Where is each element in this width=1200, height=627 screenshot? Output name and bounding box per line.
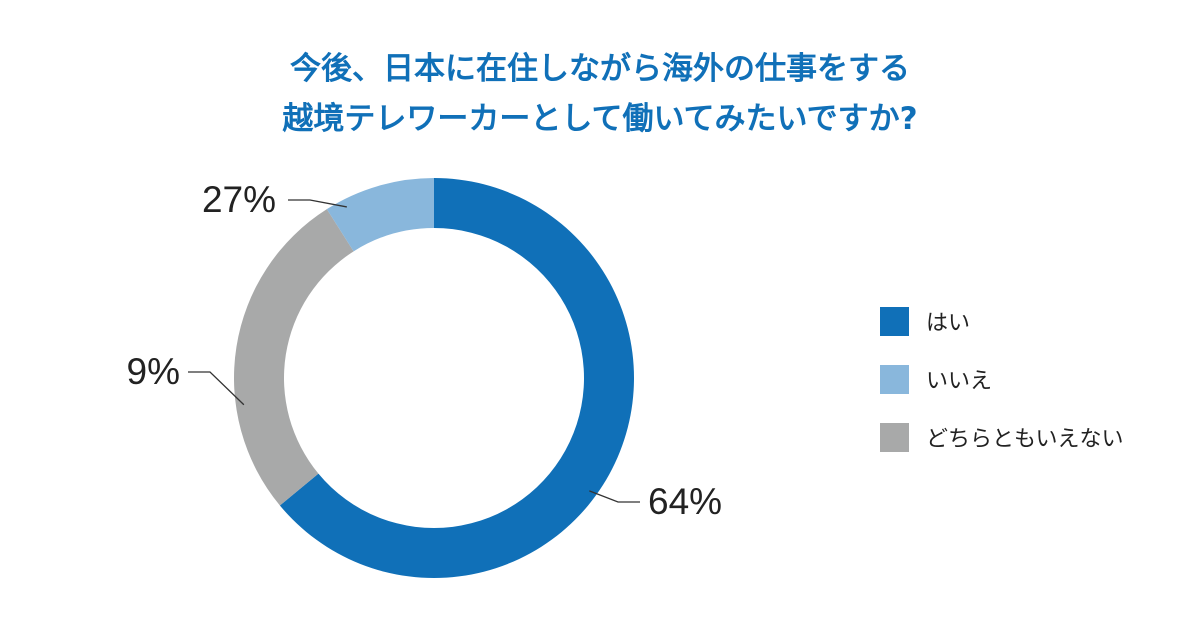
legend-swatch-yes <box>880 306 909 336</box>
legend-label-yes: はい <box>926 311 971 336</box>
leader-line-undecided <box>288 199 347 208</box>
donut-slice-no <box>326 178 434 252</box>
data-label-yes: 64% <box>648 481 722 522</box>
donut-slices <box>234 178 635 578</box>
legend-item-undecided: どちらともいえない <box>880 422 1124 452</box>
donut-slice-undecided <box>234 209 354 506</box>
chart-title-line-2: 越境テレワーカーとして働いてみたいですか? <box>282 101 918 137</box>
legend-item-no: いいえ <box>880 364 1124 394</box>
donut-slice-yes <box>279 178 635 578</box>
chart-title-line-1: 今後、日本に在住しながら海外の仕事をする <box>290 51 910 87</box>
legend-swatch-undecided <box>880 422 909 452</box>
data-labels: 64% 9% 27% <box>127 179 723 522</box>
chart-title: 今後、日本に在住しながら海外の仕事をする 越境テレワーカーとして働いてみたいです… <box>0 44 1200 144</box>
leader-lines <box>188 199 640 503</box>
leader-line-yes <box>589 490 640 503</box>
legend-item-yes: はい <box>880 306 1124 336</box>
legend: はい いいえ どちらともいえない <box>880 306 1124 480</box>
legend-label-undecided: どちらともいえない <box>926 427 1124 452</box>
legend-swatch-no <box>880 364 909 394</box>
legend-label-no: いいえ <box>926 369 993 394</box>
data-label-undecided: 27% <box>202 179 276 220</box>
leader-line-no <box>188 371 245 406</box>
data-label-no: 9% <box>127 351 180 392</box>
